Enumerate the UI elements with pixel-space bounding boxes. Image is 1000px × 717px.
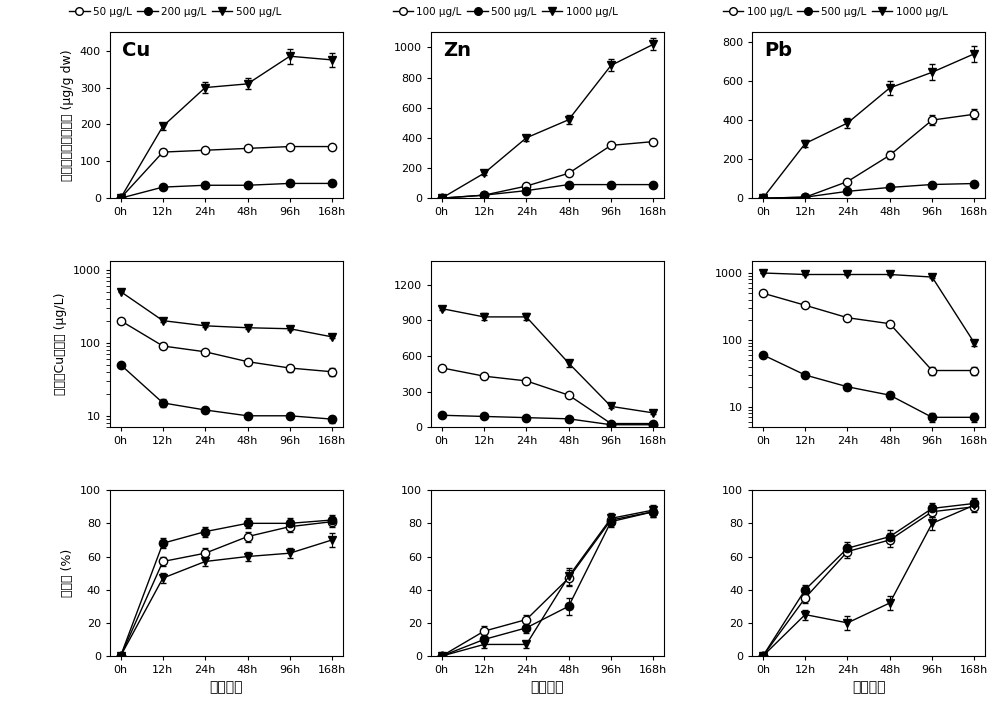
Y-axis label: 海葡萄金属累积浓度 (μg/g dw): 海葡萄金属累积浓度 (μg/g dw)	[61, 49, 74, 181]
Text: Zn: Zn	[443, 41, 471, 60]
X-axis label: 处理时间: 处理时间	[852, 680, 885, 695]
Legend: 50 μg/L, 200 μg/L, 500 μg/L: 50 μg/L, 200 μg/L, 500 μg/L	[69, 6, 281, 16]
Legend: 100 μg/L, 500 μg/L, 1000 μg/L: 100 μg/L, 500 μg/L, 1000 μg/L	[393, 6, 617, 16]
Y-axis label: 海水中Cu的浓度 (μg/L): 海水中Cu的浓度 (μg/L)	[54, 293, 67, 395]
Text: Cu: Cu	[122, 41, 150, 60]
X-axis label: 处理时间: 处理时间	[210, 680, 243, 695]
X-axis label: 处理时间: 处理时间	[531, 680, 564, 695]
Legend: 100 μg/L, 500 μg/L, 1000 μg/L: 100 μg/L, 500 μg/L, 1000 μg/L	[723, 6, 947, 16]
Text: Pb: Pb	[764, 41, 792, 60]
Y-axis label: 去除率 (%): 去除率 (%)	[61, 549, 74, 597]
